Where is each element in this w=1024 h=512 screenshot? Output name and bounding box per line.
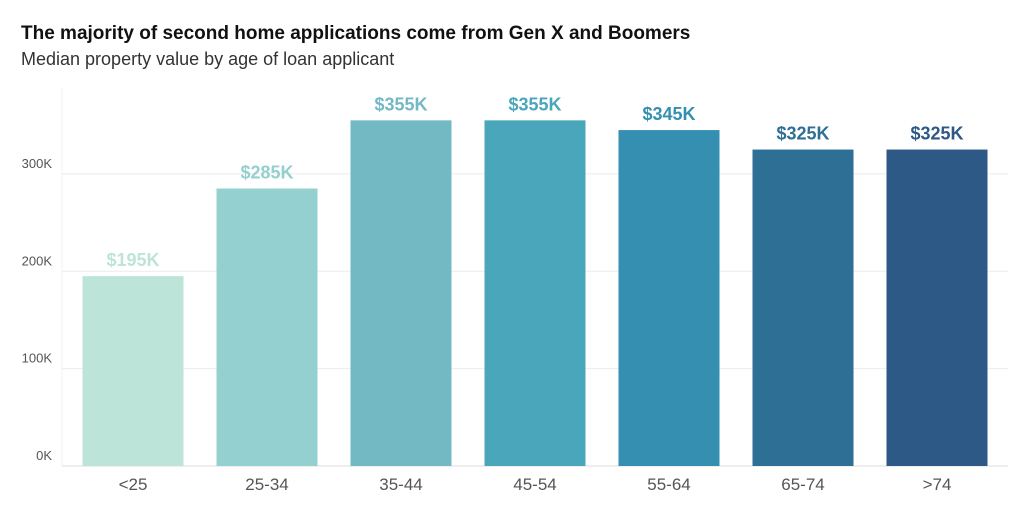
- chart-header: The majority of second home applications…: [21, 22, 1004, 71]
- data-label: $325K: [776, 124, 829, 144]
- x-tick-label: >74: [923, 475, 952, 494]
- x-tick-label: <25: [119, 475, 148, 494]
- bar: [216, 188, 318, 466]
- chart-title: The majority of second home applications…: [21, 23, 691, 44]
- data-label: $325K: [910, 124, 963, 144]
- bar: [618, 130, 720, 466]
- data-label: $195K: [106, 250, 159, 270]
- data-label: $345K: [642, 104, 695, 124]
- bar: [752, 149, 854, 467]
- y-tick-label: 200K: [22, 253, 53, 268]
- chart-subtitle: Median property value by age of loan app…: [21, 49, 395, 69]
- bar: [484, 120, 586, 466]
- bar: [82, 276, 184, 466]
- data-label: $285K: [240, 163, 293, 183]
- bar: [886, 149, 988, 467]
- data-label: $355K: [374, 94, 427, 114]
- x-tick-label: 65-74: [781, 475, 824, 494]
- x-tick-label: 55-64: [647, 475, 690, 494]
- x-tick-label: 25-34: [245, 475, 288, 494]
- data-label: $355K: [508, 94, 561, 114]
- x-tick-label: 45-54: [513, 475, 556, 494]
- bar: [350, 120, 452, 466]
- y-tick-label: 100K: [22, 351, 53, 366]
- y-tick-label: 300K: [22, 156, 53, 171]
- y-tick-label: 0K: [36, 448, 52, 463]
- x-tick-label: 35-44: [379, 475, 422, 494]
